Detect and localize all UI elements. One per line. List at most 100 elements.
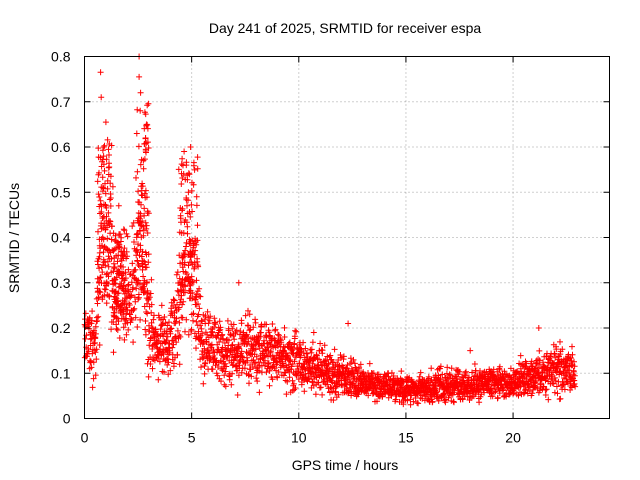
scatter-point — [155, 376, 162, 383]
scatter-point — [120, 311, 127, 318]
scatter-point — [94, 178, 101, 185]
scatter-point — [398, 368, 405, 375]
scatter-point — [111, 254, 118, 261]
scatter-point — [189, 179, 195, 186]
scatter-point — [148, 324, 155, 331]
scatter-point — [330, 397, 337, 404]
scatter-point — [135, 277, 142, 284]
scatter-point — [331, 346, 338, 353]
scatter-point — [238, 320, 245, 327]
scatter-point — [82, 310, 89, 317]
scatter-point — [123, 230, 130, 237]
scatter-point — [118, 248, 125, 255]
scatter-point — [85, 348, 92, 355]
scatter-point — [128, 292, 135, 299]
scatter-point — [92, 349, 99, 356]
scatter-point — [144, 310, 151, 317]
scatter-point — [150, 316, 157, 323]
scatter-point — [193, 318, 200, 325]
scatter-point — [121, 227, 128, 234]
scatter-point — [177, 287, 184, 294]
scatter-point — [108, 236, 115, 243]
scatter-point — [139, 260, 145, 267]
scatter-point — [97, 201, 104, 208]
scatter-point — [554, 390, 561, 397]
scatter-point — [158, 321, 165, 328]
scatter-point — [515, 392, 522, 399]
scatter-point — [111, 264, 118, 270]
scatter-point — [145, 373, 152, 380]
scatter-point — [301, 388, 308, 395]
y-tick-label: 0.8 — [51, 49, 71, 65]
scatter-point — [496, 390, 503, 397]
scatter-point — [246, 311, 253, 318]
scatter-point — [252, 319, 259, 326]
scatter-point — [481, 389, 488, 396]
scatter-point — [145, 251, 152, 258]
scatter-point — [96, 253, 103, 260]
scatter-point — [144, 300, 150, 307]
scatter-point — [96, 265, 103, 272]
scatter-point — [100, 249, 107, 256]
scatter-point — [149, 365, 156, 372]
scatter-point — [139, 183, 146, 190]
scatter-point — [144, 139, 151, 146]
scatter-point — [95, 313, 102, 320]
scatter-point — [123, 331, 130, 338]
scatter-point — [184, 275, 191, 282]
scatter-point — [448, 365, 455, 372]
scatter-point — [165, 359, 172, 366]
scatter-point — [133, 285, 140, 292]
scatter-point — [291, 333, 298, 340]
scatter-point — [161, 369, 167, 376]
scatter-point — [198, 325, 205, 332]
scatter-point — [179, 207, 185, 214]
scatter-point — [216, 339, 223, 345]
scatter-point — [142, 146, 149, 153]
y-tick-label: 0.1 — [51, 365, 71, 381]
scatter-point — [135, 199, 142, 205]
scatter-point — [130, 339, 137, 346]
scatter-point — [407, 401, 414, 408]
scatter-point — [317, 384, 324, 391]
scatter-point — [103, 271, 110, 278]
scatter-point — [237, 328, 244, 335]
scatter-point — [113, 299, 119, 306]
scatter-point — [263, 369, 270, 376]
scatter-point — [267, 348, 274, 355]
y-tick-label: 0.5 — [51, 184, 71, 200]
scatter-point — [160, 350, 167, 357]
scatter-point — [128, 279, 135, 286]
scatter-point — [95, 145, 102, 152]
scatter-point — [87, 336, 94, 343]
scatter-point — [137, 219, 144, 225]
scatter-point — [179, 276, 186, 283]
scatter-point — [139, 180, 146, 187]
scatter-point — [263, 321, 270, 328]
scatter-point — [145, 100, 152, 107]
scatter-point — [553, 383, 560, 390]
scatter-point — [88, 317, 95, 324]
scatter-point — [96, 342, 103, 348]
scatter-point — [180, 230, 187, 236]
scatter-point — [525, 384, 532, 391]
scatter-point — [192, 239, 199, 245]
chart-title: Day 241 of 2025, SRMTID for receiver esp… — [209, 20, 482, 36]
scatter-point — [191, 166, 198, 173]
scatter-point — [185, 274, 192, 281]
scatter-point — [102, 262, 109, 269]
scatter-point — [168, 325, 175, 332]
scatter-point — [290, 380, 297, 387]
scatter-point — [462, 372, 469, 379]
scatter-point — [137, 316, 144, 323]
scatter-point — [243, 354, 250, 361]
scatter-point — [220, 335, 227, 342]
scatter-point — [370, 370, 377, 377]
scatter-point — [196, 293, 203, 299]
scatter-point — [291, 340, 298, 347]
scatter-point — [202, 329, 209, 336]
scatter-point — [136, 73, 143, 80]
scatter-point — [137, 107, 144, 114]
scatter-point — [197, 322, 204, 329]
scatter-point — [187, 213, 194, 220]
